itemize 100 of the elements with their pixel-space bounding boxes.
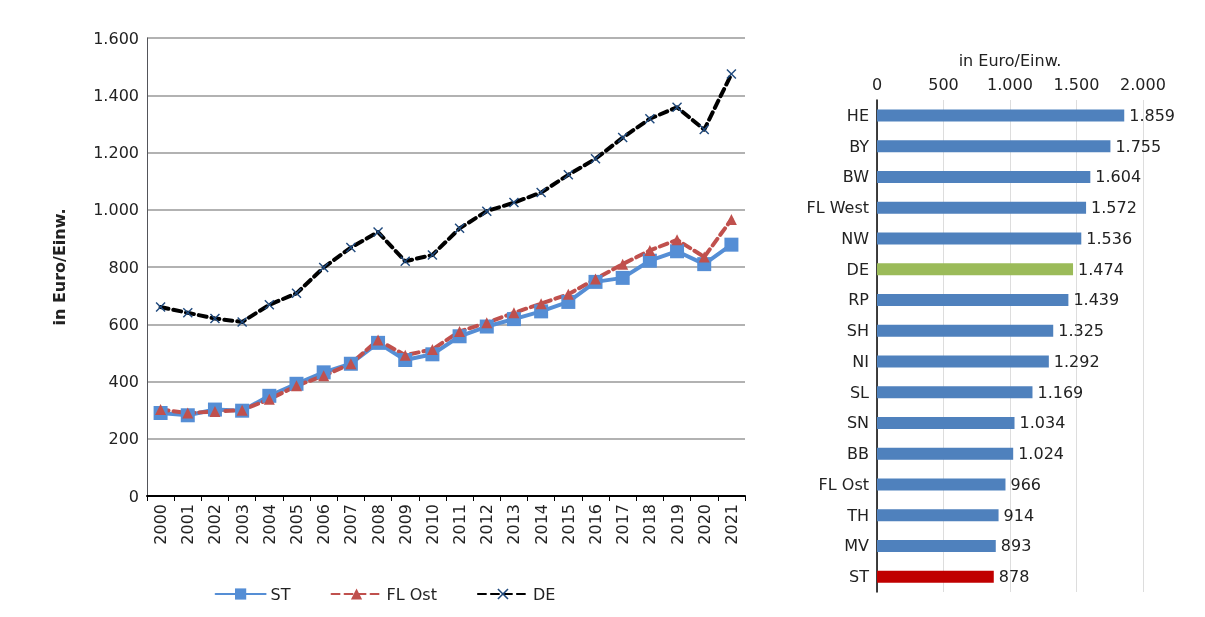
y-tick-label: NI bbox=[852, 351, 869, 371]
x-tick-label: 2016 bbox=[586, 504, 605, 545]
data-label: 1.439 bbox=[1073, 290, 1120, 310]
data-label: 1.604 bbox=[1095, 167, 1142, 187]
data-label: 1.474 bbox=[1078, 259, 1124, 279]
point bbox=[318, 370, 330, 382]
point bbox=[209, 406, 221, 418]
data-label: 1.024 bbox=[1018, 444, 1064, 464]
data-label: 1.859 bbox=[1129, 105, 1176, 125]
y-tick-label: BY bbox=[849, 136, 870, 156]
x-tick-label: 2007 bbox=[341, 504, 361, 545]
point bbox=[155, 404, 167, 416]
x-tick-label: 2001 bbox=[178, 504, 198, 545]
bar bbox=[877, 232, 1082, 245]
x-tick-label: 2011 bbox=[450, 504, 470, 545]
point bbox=[562, 288, 574, 300]
data-label: 1.034 bbox=[1019, 413, 1066, 433]
point bbox=[291, 380, 302, 392]
x-tick-label: 2005 bbox=[287, 504, 306, 545]
y-axis-title: in Euro/Einw. bbox=[49, 208, 69, 326]
y-tick-label: RP bbox=[848, 290, 870, 310]
point bbox=[698, 251, 710, 263]
x-tick-label: 0 bbox=[871, 74, 883, 94]
bar bbox=[877, 170, 1091, 183]
point bbox=[590, 273, 601, 285]
point bbox=[372, 334, 384, 346]
bar bbox=[877, 355, 1049, 368]
y-tick-label: SN bbox=[846, 413, 869, 433]
x-tick-label: 2019 bbox=[667, 504, 687, 545]
point bbox=[617, 258, 629, 270]
bar bbox=[877, 416, 1015, 429]
point bbox=[671, 234, 683, 246]
point bbox=[399, 349, 411, 361]
bar bbox=[877, 539, 996, 552]
x-tick-label: 2002 bbox=[205, 504, 225, 545]
data-label: 1.292 bbox=[1053, 351, 1100, 371]
bar bbox=[877, 478, 1006, 491]
y-tick-label: ST bbox=[849, 567, 870, 587]
data-label: 893 bbox=[1000, 536, 1032, 556]
x-tick-label: 2013 bbox=[504, 504, 524, 545]
point bbox=[426, 343, 438, 355]
point bbox=[535, 298, 547, 310]
point bbox=[725, 213, 737, 225]
data-label: 878 bbox=[998, 567, 1030, 587]
point bbox=[481, 317, 493, 329]
bar bbox=[877, 201, 1087, 214]
legend-label: DE bbox=[532, 584, 556, 604]
x-tick-label: 2015 bbox=[558, 504, 578, 545]
x-tick-label: 2012 bbox=[477, 504, 497, 545]
x-tick-label: 2014 bbox=[531, 504, 551, 545]
y-tick-label: 0 bbox=[128, 486, 139, 506]
point bbox=[644, 244, 656, 256]
data-label: 966 bbox=[1010, 474, 1042, 494]
y-tick-label: SH bbox=[846, 321, 869, 341]
y-tick-label: 1.200 bbox=[93, 143, 139, 162]
y-tick-label: 200 bbox=[108, 429, 139, 449]
y-tick-label: MV bbox=[844, 536, 870, 556]
data-label: 1.536 bbox=[1086, 228, 1133, 248]
y-tick-label: SL bbox=[849, 382, 870, 402]
y-tick-label: DE bbox=[846, 259, 869, 279]
x-tick-label: 500 bbox=[928, 74, 959, 94]
point bbox=[724, 237, 739, 252]
x-tick-label: 2009 bbox=[395, 504, 415, 545]
x-axis-title: in Euro/Einw. bbox=[958, 50, 1062, 70]
x-tick-label: 2018 bbox=[640, 504, 660, 545]
y-tick-label: 1.000 bbox=[93, 200, 139, 220]
y-tick-label: 400 bbox=[108, 372, 139, 391]
x-tick-label: 2017 bbox=[613, 504, 633, 545]
y-tick-label: 1.400 bbox=[93, 85, 139, 105]
legend-label: FL Ost bbox=[386, 584, 437, 604]
bar bbox=[877, 140, 1111, 153]
y-tick-label: HE bbox=[846, 105, 869, 125]
x-tick-label: 2004 bbox=[259, 504, 279, 545]
y-tick-label: TH bbox=[846, 505, 869, 525]
bar bbox=[877, 509, 999, 522]
bar bbox=[877, 324, 1054, 337]
y-tick-label: FL Ost bbox=[818, 474, 869, 494]
x-tick-label: 2003 bbox=[232, 504, 252, 545]
bar bbox=[877, 293, 1069, 306]
bar bbox=[877, 570, 994, 583]
data-label: 1.325 bbox=[1058, 321, 1105, 341]
x-tick-label: 2000 bbox=[151, 504, 171, 545]
legend-label: ST bbox=[270, 584, 291, 604]
y-tick-label: 1.600 bbox=[93, 28, 139, 48]
point bbox=[454, 325, 466, 337]
bar bbox=[877, 263, 1074, 276]
point bbox=[670, 244, 685, 259]
point bbox=[182, 407, 194, 419]
data-label: 1.755 bbox=[1115, 136, 1162, 156]
point bbox=[263, 393, 275, 405]
x-tick-label: 2010 bbox=[422, 504, 442, 545]
y-tick-label: NW bbox=[841, 228, 870, 248]
x-tick-label: 2020 bbox=[694, 504, 714, 545]
data-label: 914 bbox=[1003, 505, 1035, 525]
bar bbox=[877, 109, 1125, 122]
y-tick-label: 600 bbox=[108, 314, 139, 334]
x-tick-label: 1.500 bbox=[1053, 74, 1100, 94]
y-tick-label: BW bbox=[842, 167, 870, 187]
bar bbox=[877, 447, 1014, 460]
x-tick-label: 1.000 bbox=[987, 74, 1033, 94]
